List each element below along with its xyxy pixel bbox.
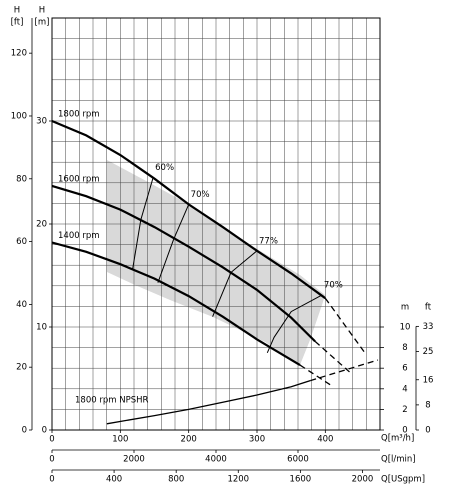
efficiency-label: 70% <box>191 190 210 200</box>
y-ft-tick-label: 120 <box>11 49 27 59</box>
efficiency-label: 77% <box>259 236 278 246</box>
npsh-ft-tick-label: 25 <box>423 347 434 357</box>
y-unit: [m] <box>35 18 50 28</box>
npsh-m-tick-label: 0 <box>402 426 407 436</box>
npsh-m-tick-label: 6 <box>402 364 407 374</box>
curve <box>51 119 326 300</box>
npsh-ft-tick-label: 0 <box>425 426 430 436</box>
y-tick-label: 20 <box>36 220 47 230</box>
curve <box>51 241 301 367</box>
secondary-x-tick-label: 4000 <box>205 455 227 465</box>
curve-dashed <box>324 297 367 356</box>
x-tick-label: 400 <box>317 435 333 445</box>
secondary-x-tick-label: 0 <box>49 455 54 465</box>
curve <box>106 379 311 425</box>
secondary-x-tick-label: 400 <box>106 475 122 485</box>
x-tick-label: 100 <box>112 435 128 445</box>
y-ft-tick-label: 100 <box>11 111 27 121</box>
npsh-m-tick-label: 10 <box>400 323 411 333</box>
secondary-x-tick-label: 2000 <box>352 475 374 485</box>
curve-label: 1800 rpm NPSHR <box>75 396 148 406</box>
secondary-x-tick-label: 800 <box>168 475 184 485</box>
x-label: Q[m³/h] <box>381 434 414 444</box>
y-ft-tick-label: 20 <box>16 363 27 373</box>
y-ft-unit: [ft] <box>11 18 24 28</box>
efficiency-line <box>157 204 190 283</box>
curve <box>51 184 316 343</box>
efficiency-label: 60% <box>155 163 174 173</box>
x-tick-label: 0 <box>49 435 54 445</box>
npsh-m-tick-label: 2 <box>402 405 407 415</box>
curve-label: 1400 rpm <box>58 231 100 241</box>
curve-dashed <box>310 359 379 382</box>
y-ft-tick-label: 80 <box>16 174 27 184</box>
secondary-x-tick-label: 0 <box>49 475 54 485</box>
y-tick-label: 10 <box>36 323 47 333</box>
secondary-x-label: Q[l/min] <box>381 455 416 465</box>
y-ft-label: H <box>14 6 20 16</box>
curve-dashed <box>314 340 351 373</box>
curve-label: 1600 rpm <box>58 174 100 184</box>
secondary-x-label: Q[USgpm] <box>381 475 425 485</box>
y-label: H <box>39 6 45 16</box>
y-ft-tick-label: 0 <box>22 426 27 436</box>
efficiency-line <box>266 294 323 354</box>
curve-label: 1800 rpm <box>58 110 100 120</box>
x-tick-label: 300 <box>249 435 265 445</box>
secondary-x-tick-label: 2000 <box>123 455 145 465</box>
npsh-m-tick-label: 4 <box>402 384 407 394</box>
y-tick-label: 0 <box>42 426 47 436</box>
secondary-x-tick-label: 1200 <box>227 475 249 485</box>
npsh-m-label: m <box>401 303 409 313</box>
npsh-ft-label: ft <box>425 303 432 313</box>
npsh-ft-tick-label: 8 <box>425 400 430 410</box>
y-ft-tick-label: 40 <box>16 300 27 310</box>
curve-dashed <box>299 364 331 386</box>
x-tick-label: 200 <box>181 435 197 445</box>
npsh-ft-tick-label: 33 <box>423 322 434 332</box>
secondary-x-tick-label: 6000 <box>287 455 309 465</box>
efficiency-label: 70% <box>324 281 343 291</box>
y-tick-label: 30 <box>36 117 47 127</box>
secondary-x-tick-label: 1600 <box>290 475 312 485</box>
npsh-ft-tick-label: 16 <box>423 375 434 385</box>
npsh-m-tick-label: 8 <box>402 343 407 353</box>
y-ft-tick-label: 60 <box>16 237 27 247</box>
